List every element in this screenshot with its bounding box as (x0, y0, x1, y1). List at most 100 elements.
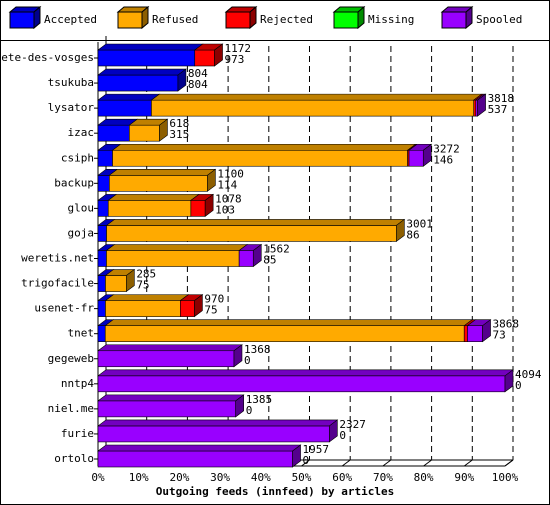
y-tick-label: glou (68, 201, 95, 214)
legend-swatch (9, 11, 35, 29)
bar-segment (180, 300, 195, 317)
bar-side (422, 143, 432, 167)
accepted-label: 0 (339, 429, 346, 442)
y-tick-label: csiph (61, 151, 94, 164)
legend-label: Refused (152, 13, 198, 26)
bar-segment (194, 49, 215, 67)
accepted-label: 537 (488, 103, 508, 116)
bar-side (177, 68, 187, 92)
bar-segment-top (97, 43, 204, 51)
accepted-label: 0 (303, 454, 310, 467)
bar-segment (97, 250, 107, 267)
total-label: 970 (204, 293, 224, 306)
bar-segment (97, 49, 196, 67)
x-tick-label: 70% (373, 471, 393, 484)
bar-segment-top (105, 244, 249, 251)
accepted-label: 315 (169, 128, 189, 141)
bar-side (126, 268, 135, 293)
bar-segment-top (150, 93, 483, 101)
bar-segment (408, 149, 424, 167)
bar-side (204, 193, 214, 217)
bar-segment-top (97, 444, 302, 452)
bar-side (396, 218, 405, 243)
total-label: 1385 (246, 393, 273, 406)
x-tick (423, 459, 432, 467)
y-tick-label: goja (68, 226, 95, 239)
legend-label: Missing (368, 13, 414, 26)
bar-segment (97, 74, 179, 92)
accepted-label: 114 (217, 178, 237, 191)
y-tick-label: tsukuba (48, 76, 94, 89)
y-tick-label: furie (61, 427, 94, 440)
x-tick (301, 459, 310, 467)
legend-swatch-side (357, 5, 365, 30)
bar-segment (473, 99, 477, 117)
bar-segment (106, 250, 240, 267)
bar-segment-top (105, 219, 406, 226)
total-label: 4094 (515, 368, 542, 381)
bar-segment (97, 149, 113, 167)
x-tick-label: 40% (251, 471, 271, 484)
legend-swatch-side (141, 5, 149, 30)
total-label: 1957 (303, 443, 330, 456)
legend-swatch-side (33, 5, 41, 30)
accepted-label: 0 (244, 354, 251, 367)
accepted-label: 973 (225, 53, 245, 66)
legend-swatch (117, 11, 143, 29)
bar-segment (97, 275, 106, 292)
total-label: 2327 (339, 418, 366, 431)
bar-segment-top (97, 369, 514, 377)
bar-side (194, 294, 203, 318)
bar-segment (104, 325, 465, 342)
total-label: 618 (169, 117, 189, 130)
bar-segment (97, 200, 109, 217)
accepted-label: 75 (136, 279, 149, 292)
x-tick (341, 459, 351, 467)
accepted-label: 86 (406, 228, 419, 241)
y-tick-label: niel.me (48, 402, 94, 415)
x-tick-label: 30% (210, 471, 230, 484)
bar-segment-top (104, 294, 190, 301)
x-tick-label: 20% (169, 471, 189, 484)
accepted-label: 146 (433, 153, 453, 166)
y-tick-label: lysator (48, 101, 95, 114)
bar-segment (105, 300, 181, 317)
accepted-label: 0 (515, 379, 522, 392)
total-label: 1078 (215, 192, 242, 205)
x-tick-label: 80% (414, 471, 434, 484)
bar-segment (190, 200, 206, 217)
bar-segment (151, 99, 475, 117)
x-tick-label: 50% (292, 471, 312, 484)
total-label: 285 (136, 268, 156, 281)
bar-segment (97, 450, 293, 468)
y-tick-label: backup (54, 176, 94, 189)
bar-segment (97, 175, 110, 192)
bar-segment (467, 325, 483, 342)
bar-side (482, 319, 491, 343)
bar-segment (97, 375, 506, 393)
y-tick-label: weretis.net (21, 252, 94, 265)
bar-segment-top (111, 143, 417, 151)
bar-segment-top (107, 194, 200, 201)
bar-segment (97, 124, 130, 142)
x-tick-label: 10% (129, 471, 149, 484)
legend-swatch (225, 11, 251, 29)
accepted-label: 804 (188, 78, 208, 91)
legend-label: Accepted (44, 13, 97, 26)
total-label: 3272 (433, 142, 460, 155)
bar-side (292, 444, 301, 468)
bar-segment-top (97, 93, 161, 101)
total-label: 3868 (493, 318, 519, 331)
y-tick-label: ortolo (54, 452, 94, 465)
y-tick-label: tnet (68, 327, 95, 340)
bar-segment-top (97, 419, 339, 427)
accepted-label: 75 (204, 304, 217, 317)
total-label: 1562 (263, 243, 290, 256)
y-tick-label: trigofacile (21, 277, 94, 290)
bar-segment (97, 425, 330, 443)
bar-segment (97, 325, 106, 342)
x-tick (382, 459, 392, 467)
bar-segment (97, 99, 152, 117)
legend-label: Spooled (476, 13, 522, 26)
legend-swatch (333, 11, 359, 29)
